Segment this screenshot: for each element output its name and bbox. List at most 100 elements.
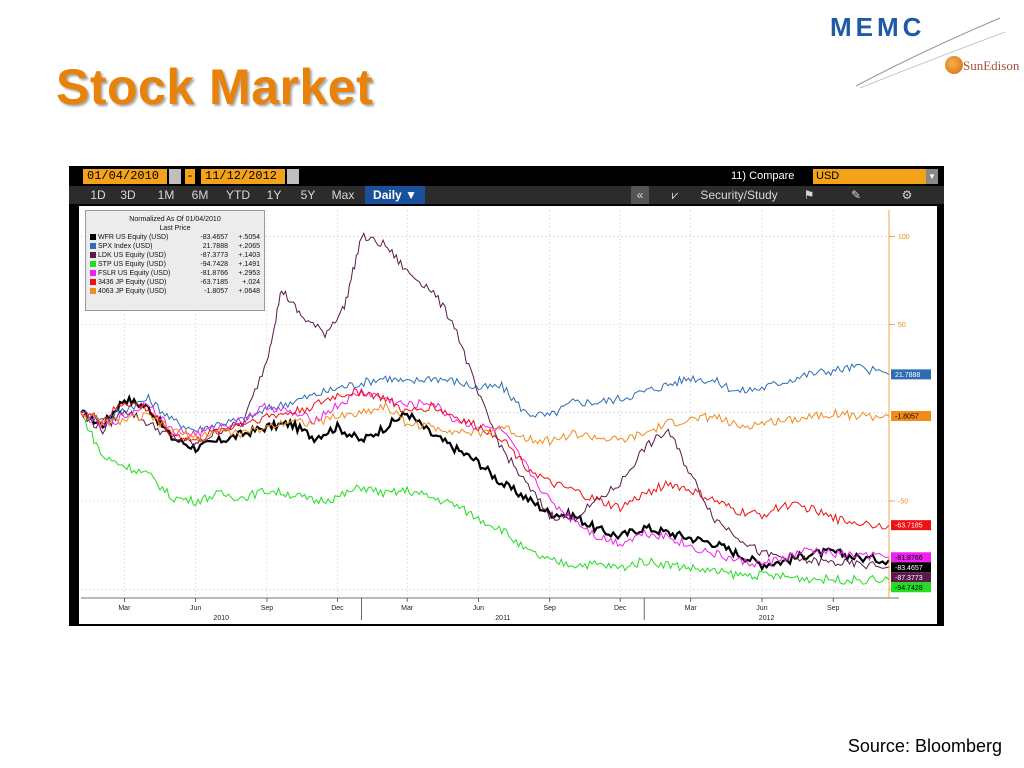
period-1d-button[interactable]: 1D — [90, 188, 106, 202]
last-value-tag — [891, 562, 931, 573]
collapse-icon[interactable]: « — [631, 186, 649, 204]
end-date-field[interactable]: 11/12/2012 — [201, 169, 285, 184]
legend-change: +.2065 — [238, 243, 260, 250]
legend-entry: 3436 JP Equity (USD) -63.7185 +.024 — [86, 278, 264, 287]
x-tick-label: Jun — [190, 605, 201, 612]
start-calendar-icon[interactable] — [169, 169, 181, 184]
start-date-field[interactable]: 01/04/2010 — [83, 169, 167, 184]
last-value-label: -94.7428 — [895, 585, 923, 592]
x-tick-label: Mar — [685, 605, 698, 612]
edit-icon[interactable]: ✎ — [850, 188, 862, 202]
period-toolbar: 1D 3D 1M 6M YTD 1Y 5Y Max Daily ▼ « ⩗ Se… — [69, 186, 944, 204]
x-tick-label: Mar — [118, 605, 131, 612]
period-6m-button[interactable]: 6M — [191, 188, 209, 202]
legend-last-price: -83.4657 — [200, 234, 228, 241]
last-value-tag — [891, 410, 931, 421]
year-label: 2012 — [759, 615, 775, 622]
period-max-button[interactable]: Max — [331, 188, 355, 202]
period-3d-button[interactable]: 3D — [120, 188, 136, 202]
legend-change: +.1403 — [238, 252, 260, 259]
currency-dropdown-icon[interactable]: ▾ — [926, 169, 938, 184]
x-tick-label: Mar — [401, 605, 414, 612]
frequency-select[interactable]: Daily ▼ — [365, 186, 425, 204]
settings-icon[interactable]: ⚙ — [901, 188, 913, 202]
legend-series-name: LDK US Equity (USD) — [98, 252, 167, 259]
legend-entry: SPX Index (USD) 21.7888 +.2065 — [86, 242, 264, 251]
legend-change: +.024 — [242, 279, 260, 286]
last-value-label: 21.7888 — [895, 372, 920, 379]
compare-label[interactable]: 11) Compare — [731, 170, 795, 182]
last-value-label: -83.4657 — [895, 565, 923, 572]
legend-entry: LDK US Equity (USD) -87.3773 +.1403 — [86, 251, 264, 260]
last-value-label: -81.8766 — [895, 555, 923, 562]
period-5y-button[interactable]: 5Y — [300, 188, 316, 202]
legend-entry: STP US Equity (USD) -94.7428 +.1491 — [86, 260, 264, 269]
series-line — [80, 363, 890, 434]
series-line — [80, 231, 890, 570]
series-line — [80, 387, 890, 568]
legend-last-price: -63.7185 — [200, 279, 228, 286]
x-tick-label: Dec — [331, 605, 344, 612]
legend-swatch — [90, 243, 96, 249]
legend-series-name: WFR US Equity (USD) — [98, 234, 169, 241]
legend-entry: FSLR US Equity (USD) -81.8766 +.2953 — [86, 269, 264, 278]
legend-change: +.5054 — [238, 234, 260, 241]
legend-series-name: 3436 JP Equity (USD) — [98, 279, 167, 286]
legend-last-price: -94.7428 — [200, 261, 228, 268]
period-1y-button[interactable]: 1Y — [266, 188, 282, 202]
legend-swatch — [90, 252, 96, 258]
date-toolbar: 01/04/2010 - 11/12/2012 11) Compare USD … — [69, 166, 944, 186]
x-tick-label: Sep — [543, 605, 556, 612]
last-value-label: -87.3773 — [895, 575, 923, 582]
logo-memc-text: MEMC — [830, 12, 926, 42]
series-line — [80, 401, 890, 447]
chart-icon[interactable]: ⩗ — [671, 188, 679, 202]
y-tick-label: -50 — [898, 499, 908, 506]
line-chart: Mar Jun Sep Dec Mar Jun Sep Dec Mar Jun Sep 2010 201… — [80, 210, 931, 622]
series-line — [80, 393, 890, 572]
last-value-tag — [891, 572, 931, 583]
period-1m-button[interactable]: 1M — [157, 188, 175, 202]
sun-icon — [945, 56, 963, 74]
end-calendar-icon[interactable] — [287, 169, 299, 184]
legend-series-name: STP US Equity (USD) — [98, 261, 166, 268]
legend-swatch — [90, 288, 96, 294]
legend-subheader: Last Price — [159, 225, 191, 232]
chart-legend: Normalized As Of 01/04/2010 Last Price W… — [85, 210, 265, 311]
year-label: 2011 — [495, 615, 510, 622]
y-tick-label: 50 — [898, 322, 906, 329]
last-value-tag — [891, 369, 931, 380]
legend-last-price: -81.8766 — [200, 270, 228, 277]
legend-change: +.1491 — [238, 261, 260, 268]
last-value-label: -63.7185 — [895, 523, 923, 530]
date-separator: - — [185, 169, 195, 184]
legend-header: Normalized As Of 01/04/2010 — [129, 216, 221, 223]
period-ytd-button[interactable]: YTD — [226, 188, 250, 202]
legend-change: +.2953 — [238, 270, 260, 277]
last-value-tag — [891, 520, 931, 531]
memc-sunedison-logo: MEMC SunEdison — [830, 12, 1019, 92]
last-value-tag — [891, 582, 931, 593]
legend-series-name: FSLR US Equity (USD) — [98, 270, 171, 277]
annotate-icon[interactable]: ⚑ — [803, 188, 815, 202]
security-study-button[interactable]: Security/Study — [700, 188, 778, 202]
bloomberg-chart-panel: 01/04/2010 - 11/12/2012 11) Compare USD … — [69, 166, 944, 626]
legend-entry: WFR US Equity (USD) -83.4657 +.5054 — [86, 233, 264, 242]
series-line — [80, 387, 890, 530]
legend-series-name: 4063 JP Equity (USD) — [98, 288, 167, 295]
legend-last-price: -87.3773 — [200, 252, 228, 259]
source-note: Source: Bloomberg — [847, 736, 1002, 756]
last-value-tag — [891, 552, 931, 563]
y-tick-label: 100 — [898, 234, 910, 241]
slide-title: Stock Market — [56, 59, 374, 115]
legend-swatch — [90, 279, 96, 285]
logo-sunedison-text: SunEdison — [963, 58, 1020, 73]
legend-last-price: -1.8057 — [204, 288, 228, 295]
last-value-label: -1.8057 — [895, 413, 919, 420]
currency-select[interactable]: USD — [813, 169, 926, 184]
series-line — [80, 412, 890, 585]
legend-series-name: SPX Index (USD) — [98, 243, 153, 250]
legend-swatch — [90, 234, 96, 240]
x-tick-label: Jun — [473, 605, 484, 612]
x-tick-label: Sep — [261, 605, 274, 612]
